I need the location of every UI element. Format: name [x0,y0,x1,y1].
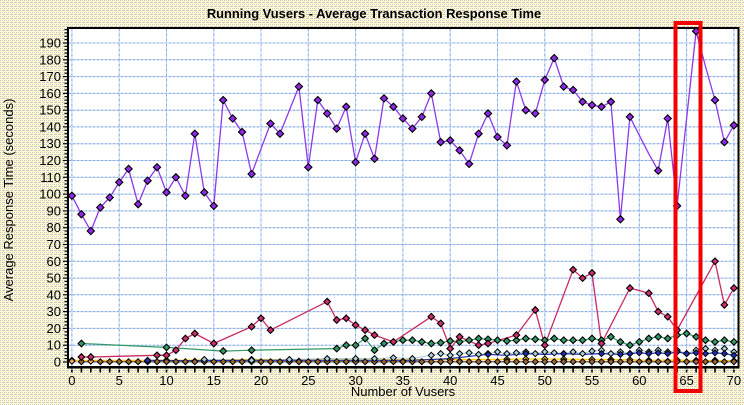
svg-text:70: 70 [727,373,741,388]
svg-text:100: 100 [39,187,61,202]
svg-text:20: 20 [254,373,268,388]
svg-text:50: 50 [538,373,552,388]
svg-text:10: 10 [47,338,61,353]
svg-text:70: 70 [47,237,61,252]
svg-text:45: 45 [490,373,504,388]
svg-text:40: 40 [47,287,61,302]
svg-text:170: 170 [39,69,61,84]
svg-text:25: 25 [301,373,315,388]
svg-text:40: 40 [443,373,457,388]
svg-text:Running Vusers - Average Trans: Running Vusers - Average Transaction Res… [207,6,541,21]
svg-text:110: 110 [40,170,61,185]
svg-text:120: 120 [39,153,61,168]
svg-text:160: 160 [39,86,61,101]
svg-text:0: 0 [54,355,61,370]
svg-text:30: 30 [348,373,362,388]
svg-text:60: 60 [47,254,61,269]
svg-text:Number of Vusers: Number of Vusers [351,384,456,399]
svg-text:55: 55 [585,373,599,388]
svg-text:10: 10 [159,373,173,388]
svg-text:30: 30 [47,304,61,319]
svg-text:0: 0 [68,373,75,388]
svg-text:35: 35 [396,373,410,388]
svg-text:60: 60 [632,373,646,388]
svg-text:5: 5 [116,373,123,388]
svg-text:140: 140 [39,119,61,134]
svg-text:20: 20 [47,321,61,336]
svg-text:190: 190 [39,36,61,51]
svg-text:65: 65 [679,373,693,388]
svg-text:150: 150 [39,103,61,118]
svg-text:80: 80 [47,220,61,235]
svg-text:15: 15 [207,373,221,388]
svg-text:130: 130 [39,136,61,151]
svg-text:90: 90 [47,203,61,218]
svg-text:180: 180 [39,52,61,67]
svg-text:50: 50 [47,271,61,286]
svg-text:Average Response Time (seconds: Average Response Time (seconds) [1,99,16,302]
